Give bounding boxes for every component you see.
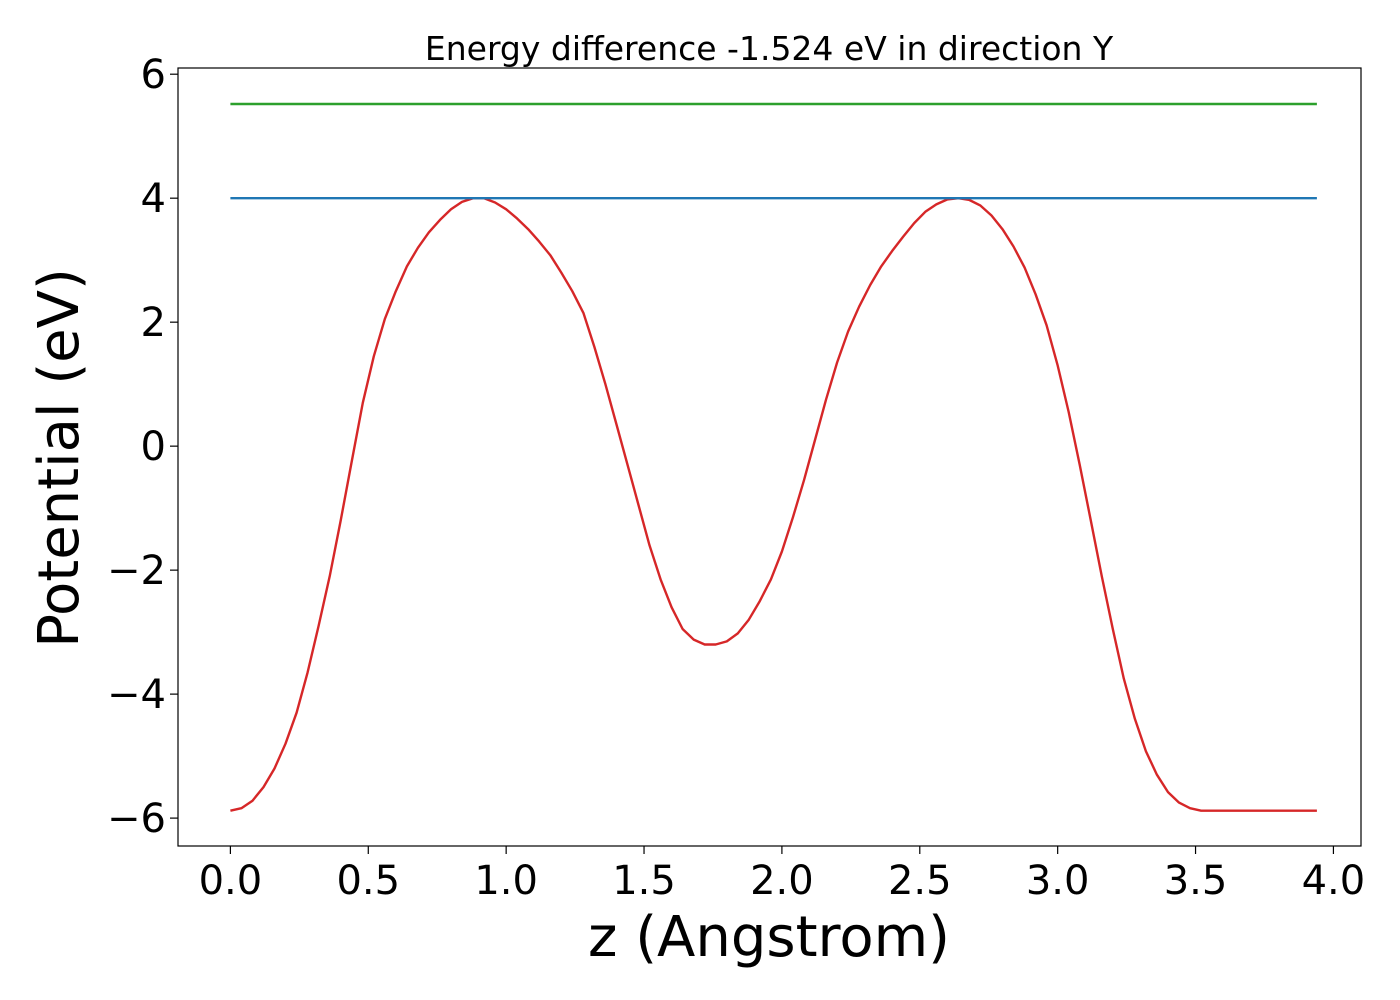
x-tick-label: 1.0: [474, 858, 538, 904]
y-tick-label: 0: [141, 424, 166, 470]
y-tick-label: 6: [141, 52, 166, 98]
y-axis-label: Potential (eV): [27, 268, 92, 648]
y-tick-label: −2: [107, 548, 166, 594]
x-tick-label: 1.5: [612, 858, 676, 904]
x-tick-label: 0.5: [336, 858, 400, 904]
chart-title: Energy difference -1.524 eV in direction…: [425, 29, 1114, 68]
x-tick-label: 2.0: [750, 858, 814, 904]
y-tick-label: 2: [141, 300, 166, 346]
y-tick-label: −6: [107, 796, 166, 842]
x-tick-label: 3.0: [1026, 858, 1090, 904]
y-tick-label: −4: [107, 672, 166, 718]
plot-frame: [177, 67, 1362, 847]
y-tick-label: 4: [141, 176, 166, 222]
x-axis: 0.0 0.5 1.0 1.5 2.0 2.5 3.0 3.5 4.0: [199, 846, 1366, 904]
plot-area: [230, 102, 1317, 812]
y-axis: −6 −4 −2 0 2 4 6: [107, 52, 178, 842]
x-tick-label: 3.5: [1164, 858, 1228, 904]
series-line-0: [230, 196, 1317, 812]
x-axis-label: z (Angstrom): [588, 905, 950, 970]
x-tick-label: 2.5: [888, 858, 952, 904]
x-tick-label: 4.0: [1302, 858, 1366, 904]
x-tick-label: 0.0: [199, 858, 263, 904]
